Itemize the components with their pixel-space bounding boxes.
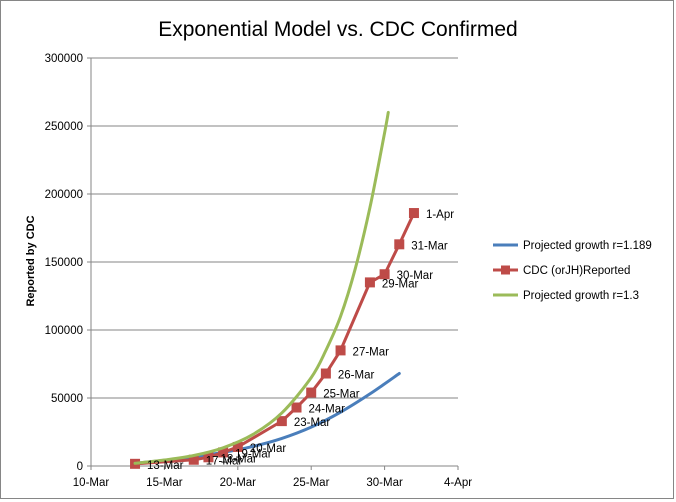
data-point-marker	[364, 277, 375, 288]
series-1-line	[134, 212, 416, 466]
data-point-label: 26-Mar	[338, 370, 375, 382]
x-tick-label: 15-Mar	[146, 477, 183, 489]
data-point-marker	[394, 239, 405, 250]
data-point-label: 30-Mar	[397, 270, 434, 282]
x-tick-label: 4-Apr	[444, 477, 472, 489]
axes: 0 50000 100000 150000 200000 250000 300000 10-M…	[45, 53, 473, 489]
data-point-label: 1-Apr	[426, 209, 454, 221]
y-tick-label: 250000	[45, 121, 83, 133]
legend: Projected growth r=1.189 CDC (orJH)Report…	[493, 240, 652, 302]
data-point-marker	[408, 208, 419, 219]
data-point-marker	[335, 345, 346, 356]
data-point-label: 19-Mar	[235, 448, 272, 460]
data-point-marker	[306, 387, 317, 398]
y-axis-title: Reported by CDC	[25, 215, 37, 306]
data-point-label: 25-Mar	[323, 389, 360, 401]
x-tick-label: 25-Mar	[293, 477, 330, 489]
data-point-marker	[291, 402, 302, 413]
data-point-marker	[379, 269, 390, 280]
data-point-marker	[276, 416, 287, 427]
legend-label-2: Projected growth r=1.3	[523, 290, 639, 302]
y-tick-label: 300000	[45, 53, 83, 65]
y-tick-label: 0	[77, 461, 83, 473]
data-point-label: 13-Mar	[147, 460, 184, 472]
series-layer	[130, 110, 419, 469]
data-point-label: 23-Mar	[294, 417, 331, 429]
data-point-label: 31-Mar	[411, 240, 448, 252]
y-tick-label: 200000	[45, 189, 83, 201]
data-point-marker	[320, 368, 331, 379]
chart-title: Exponential Model vs. CDC Confirmed	[158, 18, 517, 41]
x-tick-label: 30-Mar	[366, 477, 403, 489]
data-point-label: 29-Mar	[382, 278, 419, 290]
x-tick-label: 20-Mar	[220, 477, 257, 489]
data-point-label: 27-Mar	[353, 346, 390, 358]
y-tick-label: 100000	[45, 325, 83, 337]
legend-label-0: Projected growth r=1.189	[523, 240, 652, 252]
x-tick-label: 10-Mar	[73, 477, 110, 489]
data-point-label: 17-Mar	[206, 456, 243, 468]
data-point-label: 24-Mar	[309, 404, 346, 416]
y-tick-label: 50000	[51, 393, 83, 405]
data-point-label: 18-Mar	[220, 453, 257, 465]
data-point-label: 20-Mar	[250, 443, 287, 455]
legend-marker-1	[501, 265, 510, 275]
series-2-line	[133, 110, 390, 465]
legend-label-1: CDC (orJH)Reported	[523, 265, 630, 277]
gridlines	[91, 57, 458, 399]
y-tick-label: 150000	[45, 257, 83, 269]
